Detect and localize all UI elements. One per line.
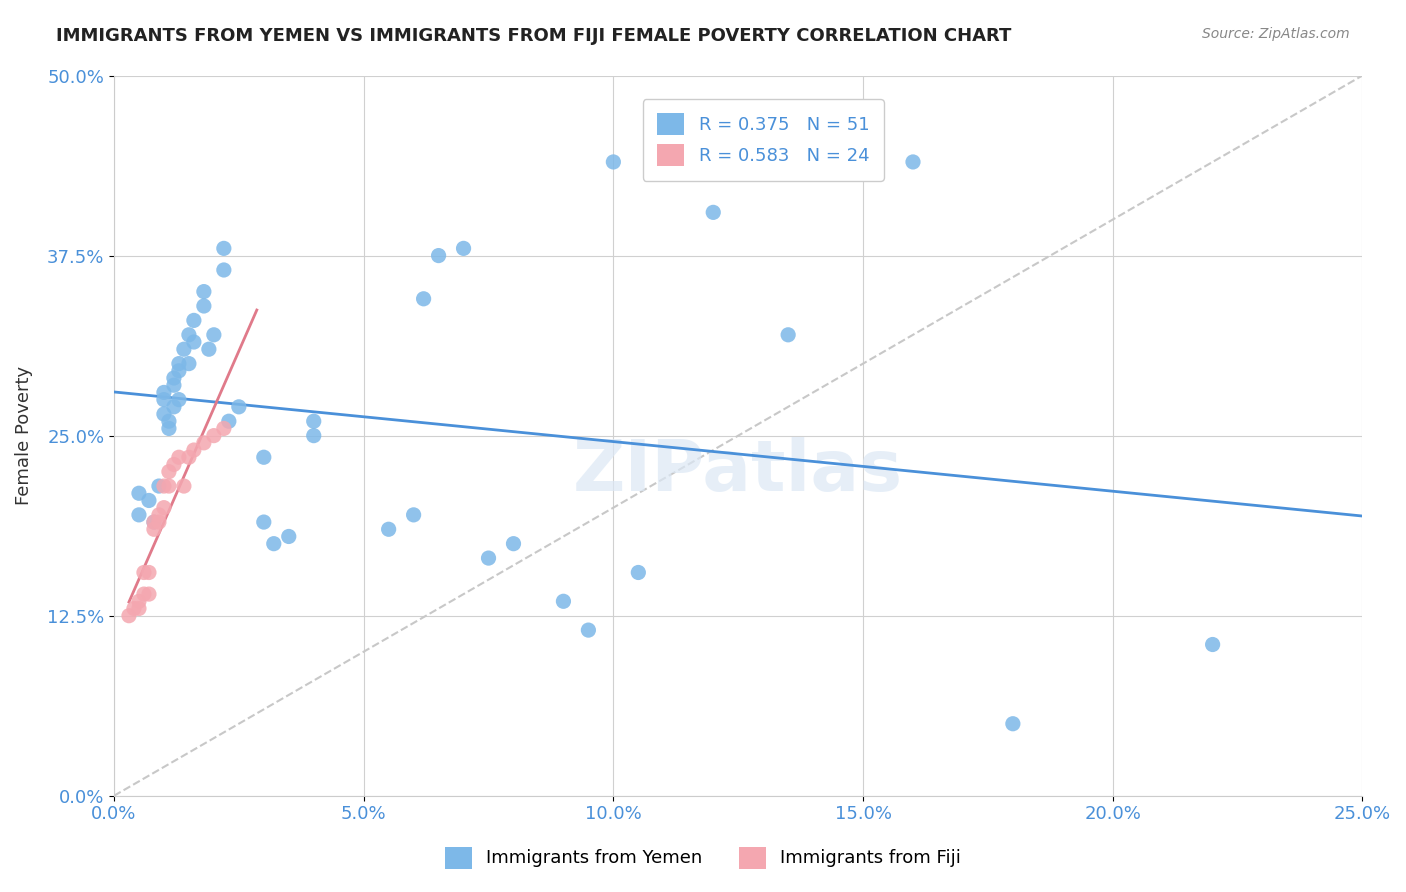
Point [142,515,165,529]
Point [212,241,235,255]
Point [177,327,200,342]
Y-axis label: Female Poverty: Female Poverty [15,366,32,505]
Point [142,522,165,536]
Point [177,357,200,371]
Point [163,458,186,472]
Point [576,623,599,637]
Point [198,342,221,356]
Point [163,378,186,392]
Point [218,414,240,428]
Point [202,327,225,342]
Legend: Immigrants from Yemen, Immigrants from Fiji: Immigrants from Yemen, Immigrants from F… [430,832,976,883]
Point [142,515,165,529]
Point [163,371,186,385]
Point [412,292,434,306]
Point [212,421,235,435]
Point [453,241,475,255]
Point [128,486,150,500]
Point [427,249,450,263]
Point [193,285,215,299]
Point [402,508,425,522]
Point [1201,638,1223,652]
Point [263,537,285,551]
Point [702,205,724,219]
Point [128,594,150,608]
Point [118,608,141,623]
Point [153,479,176,493]
Point [502,537,524,551]
Point [302,428,325,442]
Point [138,493,160,508]
Text: Source: ZipAtlas.com: Source: ZipAtlas.com [1202,27,1350,41]
Point [157,414,180,428]
Point [153,407,176,421]
Point [477,551,499,566]
Point [167,364,190,378]
Point [163,400,186,414]
Point [627,566,650,580]
Point [138,566,160,580]
Point [167,392,190,407]
Point [132,587,155,601]
Point [183,334,205,349]
Point [173,342,195,356]
Point [202,428,225,442]
Point [901,155,924,169]
Point [157,421,180,435]
Point [122,601,145,615]
Point [602,155,624,169]
Point [302,414,325,428]
Point [1001,716,1024,731]
Point [157,479,180,493]
Point [778,327,800,342]
Point [148,479,170,493]
Point [153,392,176,407]
Point [153,500,176,515]
Point [212,263,235,277]
Point [553,594,575,608]
Text: ZIPatlas: ZIPatlas [574,437,903,506]
Point [132,566,155,580]
Point [253,450,276,465]
Point [148,508,170,522]
Legend: R = 0.375   N = 51, R = 0.583   N = 24: R = 0.375 N = 51, R = 0.583 N = 24 [643,99,884,181]
Point [138,587,160,601]
Point [228,400,250,414]
Point [128,508,150,522]
Point [167,357,190,371]
Point [128,601,150,615]
Text: IMMIGRANTS FROM YEMEN VS IMMIGRANTS FROM FIJI FEMALE POVERTY CORRELATION CHART: IMMIGRANTS FROM YEMEN VS IMMIGRANTS FROM… [56,27,1011,45]
Point [153,385,176,400]
Point [157,465,180,479]
Point [177,450,200,465]
Point [253,515,276,529]
Point [183,313,205,327]
Point [148,515,170,529]
Point [173,479,195,493]
Point [277,529,299,543]
Point [167,450,190,465]
Point [183,443,205,458]
Point [193,299,215,313]
Point [193,435,215,450]
Point [377,522,399,536]
